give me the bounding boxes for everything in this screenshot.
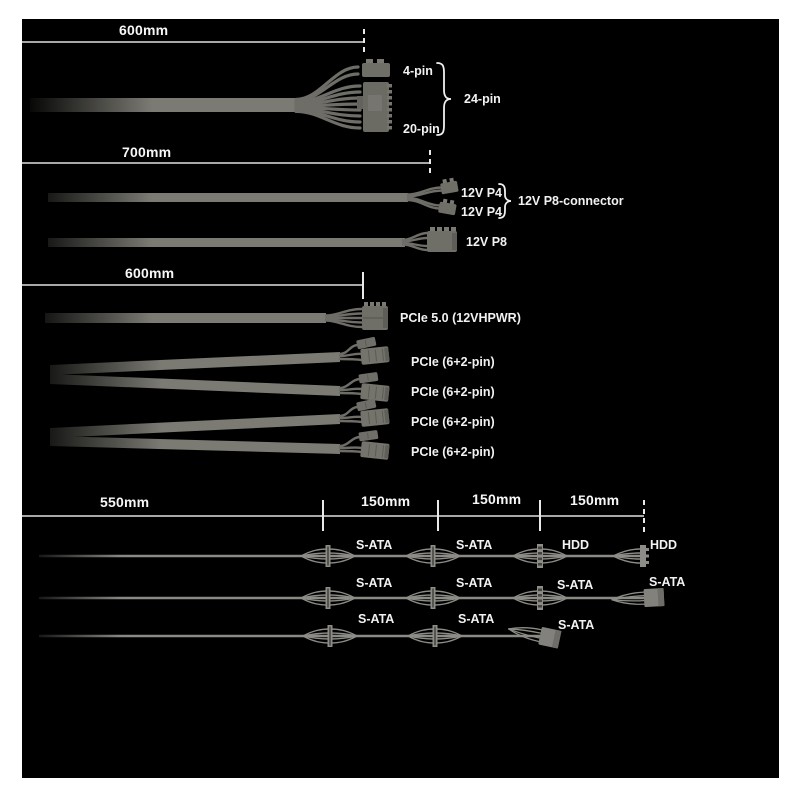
ruler-label-sata-seg3: 150mm — [570, 492, 620, 508]
label-sata-r3c2: S-ATA — [458, 612, 495, 626]
hdd-connector — [512, 543, 568, 569]
sata-connector — [405, 544, 461, 568]
pcie62-2pin-connector — [355, 336, 378, 350]
sata-connector — [300, 544, 356, 568]
pcie62-2pin-connector — [357, 429, 379, 442]
label-12v-p8-connector: 12V P8-connector — [518, 194, 624, 208]
label-hdd-r1c4: HDD — [650, 538, 678, 552]
sata-connector — [407, 624, 463, 648]
label-sata-r2c4: S-ATA — [649, 575, 686, 589]
label-sata-r2c3: S-ATA — [557, 578, 594, 592]
label-12v-p4-top: 12V P4 — [461, 186, 503, 200]
eps-p4-connector-bottom — [438, 198, 458, 216]
ruler-label-sata-seg1: 150mm — [361, 493, 411, 509]
eps-12v-cables — [48, 177, 459, 252]
label-pcie62-1: PCIe (6+2-pin) — [411, 355, 495, 369]
label-sata-r2c2: S-ATA — [456, 576, 493, 590]
sata-connector — [405, 586, 461, 610]
atx-20pin-connector — [357, 82, 392, 132]
ruler-label-eps: 700mm — [122, 144, 172, 160]
brace-24pin — [436, 62, 452, 136]
sata-connector — [302, 624, 358, 648]
eps-p8-connector — [427, 227, 457, 252]
pcie62-connector — [359, 382, 391, 403]
pcie62-connector — [359, 345, 391, 366]
grouping-braces — [436, 62, 512, 219]
brace-12v-p8 — [498, 183, 512, 219]
label-20pin: 20-pin — [403, 122, 440, 136]
label-12v-p4-bottom: 12V P4 — [461, 205, 503, 219]
label-sata-r1c1: S-ATA — [356, 538, 393, 552]
label-sata-r2c1: S-ATA — [356, 576, 393, 590]
label-sata-r3c3: S-ATA — [558, 618, 595, 632]
pcie62-connector — [359, 407, 391, 428]
cable-fade-overlays — [22, 94, 162, 644]
measurement-rulers — [22, 29, 645, 532]
label-pcie5: PCIe 5.0 (12VHPWR) — [400, 311, 521, 325]
pcie62-connector — [359, 440, 391, 461]
ruler-label-atx: 600mm — [119, 22, 169, 38]
label-pcie62-2: PCIe (6+2-pin) — [411, 385, 495, 399]
eps-p4-connector-top — [439, 177, 459, 195]
label-4pin: 4-pin — [403, 64, 433, 78]
pcie5-connector — [362, 302, 388, 330]
label-sata-r3c1: S-ATA — [358, 612, 395, 626]
pcie62-2pin-connector — [357, 371, 379, 384]
sata-cables — [38, 543, 666, 650]
ruler-label-sata-seg2: 150mm — [472, 491, 522, 507]
label-pcie62-4: PCIe (6+2-pin) — [411, 445, 495, 459]
atx-4pin-connector — [362, 59, 390, 77]
label-pcie62-3: PCIe (6+2-pin) — [411, 415, 495, 429]
pcie5-cable — [45, 302, 388, 330]
ruler-label-sata-main: 550mm — [100, 494, 150, 510]
hdd-end-connector — [612, 544, 650, 568]
ruler-label-pcie: 600mm — [125, 265, 175, 281]
sata-end-connector — [506, 619, 563, 650]
sata-connector — [300, 586, 356, 610]
label-24pin: 24-pin — [464, 92, 501, 106]
label-12v-p8: 12V P8 — [466, 235, 508, 249]
atx-24pin-cable — [30, 59, 392, 132]
label-hdd-r1c3: HDD — [562, 538, 590, 552]
label-sata-r1c2: S-ATA — [456, 538, 493, 552]
pcie62-2pin-connector — [355, 398, 378, 412]
